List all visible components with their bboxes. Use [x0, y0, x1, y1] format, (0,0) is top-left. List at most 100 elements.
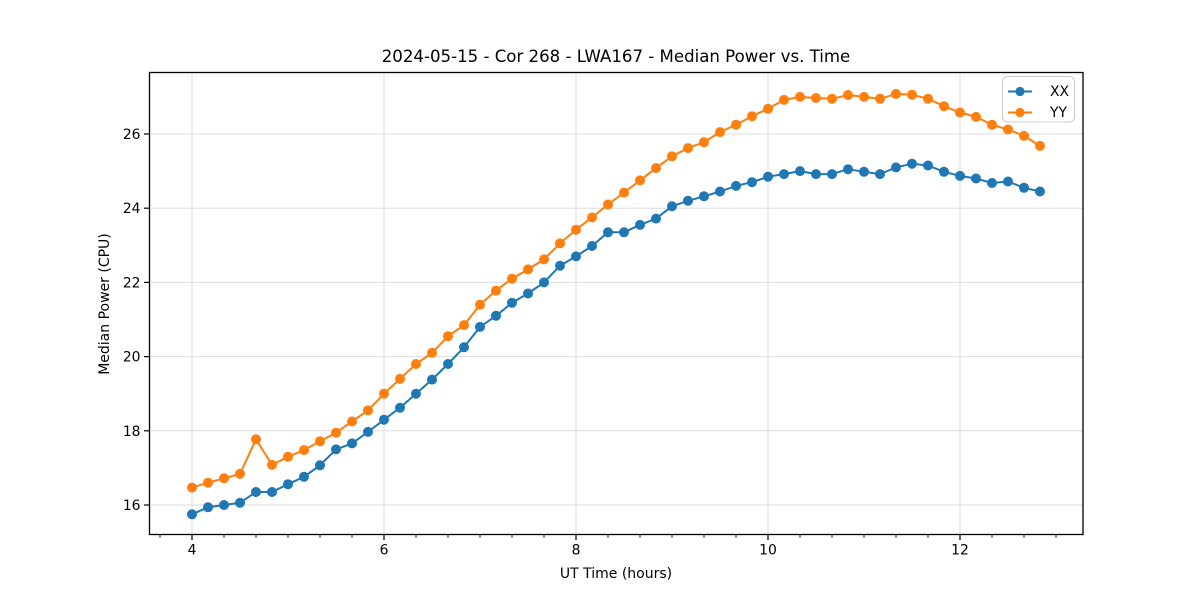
data-point-marker [779, 94, 789, 105]
data-point-marker [411, 359, 421, 369]
y-tick-label: 18 [123, 424, 141, 440]
data-point-marker [571, 251, 581, 262]
legend-marker-icon-yy [1015, 107, 1025, 118]
data-point-marker [619, 227, 629, 238]
data-point-marker [555, 260, 565, 271]
legend-label-xx: XX [1050, 84, 1070, 100]
data-point-marker [507, 273, 517, 284]
data-point-marker [731, 119, 741, 130]
data-point-marker [699, 191, 709, 202]
data-point-marker [203, 502, 213, 513]
data-point-marker [539, 254, 549, 265]
data-point-marker [875, 169, 885, 180]
legend: XX YY [1002, 76, 1075, 123]
data-point-marker [379, 414, 389, 425]
data-point-marker [283, 479, 293, 490]
data-point-marker [267, 487, 277, 497]
data-point-marker [907, 89, 917, 100]
data-point-marker [395, 402, 405, 413]
data-point-marker [331, 427, 341, 438]
data-point-marker [795, 166, 805, 177]
data-point-marker [379, 388, 389, 399]
data-point-marker [299, 445, 309, 456]
data-point-marker [715, 186, 725, 197]
x-tick-label: 12 [951, 543, 969, 559]
data-point-marker [363, 405, 373, 416]
data-point-marker [891, 88, 901, 99]
data-point-marker [187, 509, 197, 520]
data-point-marker [603, 199, 613, 210]
y-tick-label: 16 [123, 498, 141, 514]
x-tick-label: 8 [572, 543, 581, 559]
y-tick-label: 26 [123, 127, 141, 143]
data-point-marker [523, 288, 533, 299]
chart-title: 2024-05-15 - Cor 268 - LWA167 - Median P… [382, 47, 851, 66]
data-point-marker [651, 163, 661, 174]
data-point-marker [683, 143, 693, 154]
data-point-marker [779, 169, 789, 180]
data-point-marker [555, 238, 565, 249]
data-point-marker [1019, 182, 1029, 193]
data-point-marker [811, 93, 821, 103]
data-point-marker [747, 177, 757, 188]
data-point-marker [1003, 176, 1013, 187]
data-point-marker [651, 213, 661, 224]
data-point-marker [587, 241, 597, 251]
data-point-marker [331, 444, 341, 455]
data-point-marker [859, 166, 869, 177]
data-point-marker [763, 171, 773, 182]
data-point-marker [667, 201, 677, 212]
data-point-marker [283, 451, 293, 462]
data-point-marker [939, 101, 949, 112]
data-point-marker [315, 436, 325, 447]
data-point-marker [667, 151, 677, 162]
data-point-marker [475, 321, 485, 332]
y-tick-label: 20 [123, 350, 141, 366]
data-point-marker [363, 426, 373, 437]
x-tick-label: 6 [380, 543, 389, 559]
data-point-marker [459, 320, 469, 331]
data-point-marker [987, 178, 997, 188]
series-markers-xx [187, 158, 1045, 520]
data-point-marker [251, 434, 261, 445]
x-tick-label: 4 [188, 543, 197, 559]
data-point-marker [827, 169, 837, 180]
data-point-marker [747, 111, 757, 122]
data-point-marker [731, 180, 741, 191]
grid-layer [149, 72, 1083, 535]
data-point-marker [491, 285, 501, 296]
data-point-marker [763, 103, 773, 114]
data-point-marker [443, 331, 453, 342]
y-tick-label: 22 [123, 275, 141, 291]
axes-spines [148, 71, 1084, 536]
data-point-marker [507, 297, 517, 308]
data-point-marker [827, 93, 837, 104]
data-point-marker [635, 175, 645, 186]
series-line-yy [191, 92, 1041, 489]
data-point-marker [683, 195, 693, 206]
series-layer [187, 88, 1045, 520]
data-point-marker [955, 170, 965, 181]
data-point-marker [491, 310, 501, 321]
data-point-marker [699, 137, 709, 148]
data-point-marker [459, 342, 469, 353]
data-point-marker [1003, 124, 1013, 135]
data-point-marker [603, 227, 613, 238]
data-point-marker [411, 388, 421, 399]
data-point-marker [299, 471, 309, 482]
data-point-marker [443, 359, 453, 369]
data-point-marker [427, 347, 437, 358]
data-point-marker [587, 212, 597, 223]
data-point-marker [971, 111, 981, 122]
y-tick-label: 24 [123, 201, 141, 217]
data-point-marker [843, 90, 853, 100]
data-point-marker [251, 487, 261, 497]
data-point-marker [267, 459, 277, 470]
data-point-marker [923, 93, 933, 104]
legend-marker-icon-xx [1015, 86, 1025, 97]
data-point-marker [795, 91, 805, 102]
data-point-marker [891, 162, 901, 173]
data-point-marker [427, 374, 437, 385]
